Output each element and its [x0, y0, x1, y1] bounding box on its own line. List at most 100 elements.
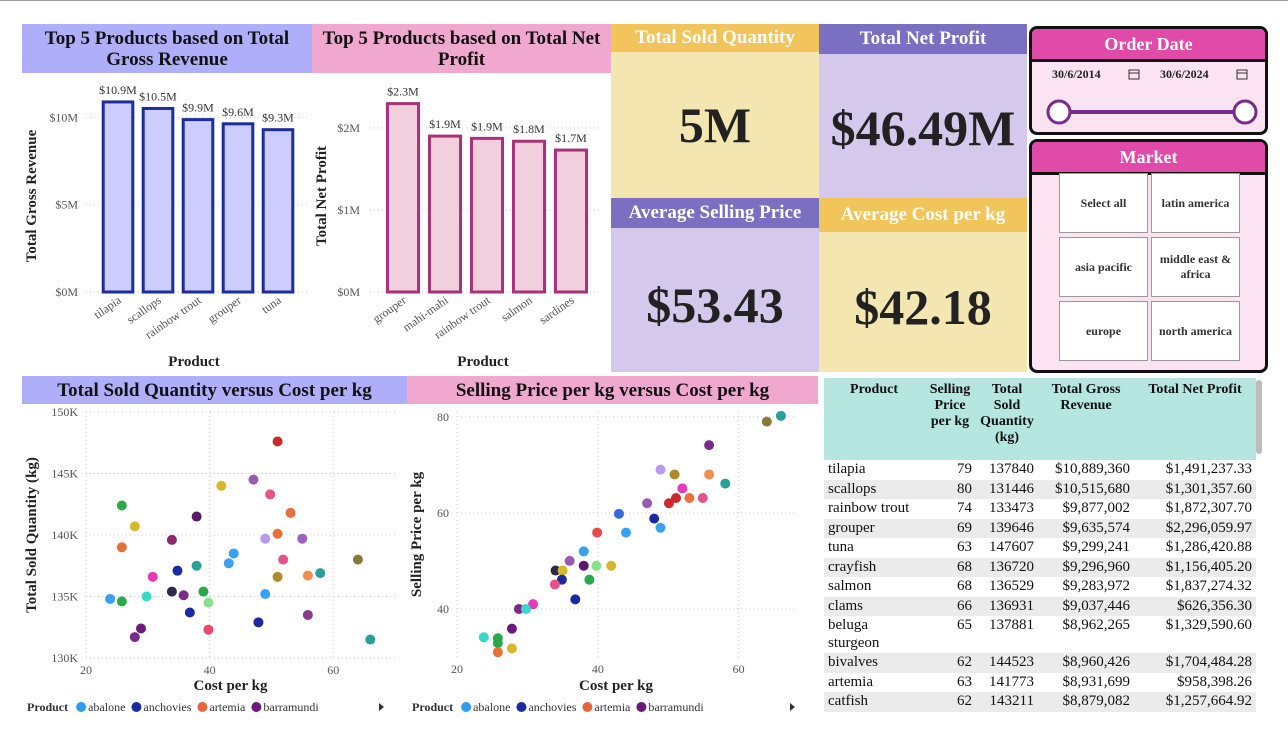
slicer-title: Order Date [1032, 29, 1265, 62]
market-option[interactable]: north america [1151, 301, 1240, 361]
end-date[interactable]: 30/6/2024 [1160, 67, 1209, 81]
table-cell: 74 [957, 500, 972, 516]
scatter-point [172, 565, 183, 576]
market-option[interactable]: asia pacific [1059, 237, 1148, 297]
card-value: $42.18 [854, 279, 992, 335]
chart: 20 40 60 40 60 80 Cost per kg Selling Price per… [409, 410, 795, 714]
scatter-point [278, 554, 289, 565]
scatter-point [584, 574, 595, 585]
value-label: $10.9M [99, 83, 137, 97]
scatter-point [513, 603, 524, 614]
y-axis-title: Selling Price per kg [409, 471, 425, 597]
table-cell: $8,931,699 [1062, 673, 1131, 690]
legend-label: artemia [209, 700, 246, 714]
table-cell: $1,837,274.32 [1165, 578, 1252, 594]
x-tick-label: grouper [205, 293, 244, 326]
table-cell: $9,283,972 [1062, 578, 1131, 594]
card-title: Total Sold Quantity [611, 24, 819, 52]
kpi-card: Total Sold Quantity 5M [611, 24, 819, 198]
table-row: catfish 62 143211 $8,879,082 $1,257,664.92 [824, 692, 1256, 712]
table-cell: $1,156,405.20 [1134, 557, 1256, 577]
x-tick-label: tilapia [91, 293, 124, 322]
table-cell: 69 [924, 518, 976, 538]
scatter-point [302, 570, 313, 581]
start-date[interactable]: 30/6/2014 [1052, 67, 1101, 81]
market-option[interactable]: latin america [1151, 173, 1240, 233]
y-tick-label: $10M [49, 110, 78, 124]
slider-handle[interactable] [1232, 99, 1258, 125]
scatter-point [492, 647, 503, 658]
value-label: $9.6M [222, 105, 254, 119]
column-header[interactable]: Total Net Profit [1134, 378, 1256, 460]
scatter-point [655, 522, 666, 533]
legend-label: anchovies [528, 700, 576, 714]
legend-title: Product [27, 700, 68, 714]
column-header[interactable]: Total Gross Revenue [1038, 378, 1134, 460]
slider-handle[interactable] [1046, 99, 1072, 125]
scrollbar[interactable] [1256, 380, 1262, 454]
table-cell: salmon [828, 578, 872, 594]
table-cell: 143211 [976, 692, 1038, 712]
x-tick-label: 20 [451, 662, 463, 676]
x-axis-title: Product [457, 354, 508, 370]
chart-panel: Selling Price per kg versus Cost per kg … [407, 376, 818, 742]
legend-next[interactable] [790, 703, 795, 711]
table-cell: bivalves [824, 653, 924, 673]
table-cell: 63 [957, 539, 972, 555]
table-cell: $1,491,237.33 [1165, 461, 1252, 477]
legend-swatch [582, 702, 593, 712]
scatter-point [166, 534, 177, 545]
scatter-point [228, 548, 239, 559]
scatter-point [178, 590, 189, 601]
scatter-point [191, 511, 202, 522]
table-cell: $2,296,059.97 [1134, 518, 1256, 538]
table-cell: $958,398.26 [1177, 673, 1252, 690]
table-cell: tuna [828, 539, 854, 555]
scatter-point [285, 507, 296, 518]
y-tick-label: $0M [337, 285, 360, 299]
chart-title: Total Sold Quantity versus Cost per kg [22, 376, 407, 404]
scatter-point [564, 555, 575, 566]
scatter-point [116, 596, 127, 607]
scatter-point [141, 591, 152, 602]
table-row: bivalves 62 144523 $8,960,426 $1,704,484.28 [824, 653, 1256, 673]
card-value: $53.43 [646, 277, 784, 333]
table-cell: 147607 [989, 539, 1034, 555]
y-tick-label: 80 [437, 410, 449, 424]
table-row: tilapia 79 137840 $10,889,360 $1,491,237.33 [824, 460, 1256, 480]
card-title: Total Net Profit [819, 24, 1027, 54]
table-cell: $1,301,357.60 [1134, 479, 1256, 499]
value-label: $10.5M [139, 89, 177, 103]
value-label: $9.3M [262, 111, 294, 125]
table-cell: 137881 [989, 617, 1034, 633]
x-axis-title: Product [168, 354, 219, 370]
scatter-point [663, 498, 674, 509]
column-header[interactable]: Total Sold Quantity (kg) [976, 378, 1038, 460]
scatter-point [591, 560, 602, 571]
bar [553, 148, 589, 294]
table-cell: 62 [924, 653, 976, 673]
scatter-point [570, 594, 581, 605]
table-cell: $1,704,484.28 [1134, 653, 1256, 673]
column-header[interactable]: Product [824, 378, 924, 460]
table-row: crayfish 68 136720 $9,296,960 $1,156,405.20 [824, 557, 1256, 577]
y-axis-title: Total Sold Quantity (kg) [24, 457, 40, 613]
table-cell: $9,299,241 [1062, 539, 1131, 555]
market-option[interactable]: europe [1059, 301, 1148, 361]
market-option[interactable]: middle east & africa [1151, 237, 1240, 297]
market-option[interactable]: Select all [1059, 173, 1148, 233]
kpi-card: Total Net Profit $46.49M [819, 24, 1027, 198]
y-tick-label: 140K [51, 528, 78, 542]
legend-next[interactable] [379, 703, 384, 711]
legend-label: barramundi [263, 700, 319, 714]
scatter-point [549, 579, 560, 590]
scatter-point [697, 492, 708, 503]
y-tick-label: 150K [51, 405, 78, 419]
column-header[interactable]: Selling Price per kg [924, 378, 976, 460]
table-cell: 68 [924, 557, 976, 577]
slider [1046, 69, 1258, 125]
scatter-point [649, 513, 660, 524]
table-row: salmon 68 136529 $9,283,972 $1,837,274.32 [824, 577, 1256, 597]
scatter-point [297, 533, 308, 544]
table-row: tuna 63 147607 $9,299,241 $1,286,420.88 [824, 538, 1256, 558]
